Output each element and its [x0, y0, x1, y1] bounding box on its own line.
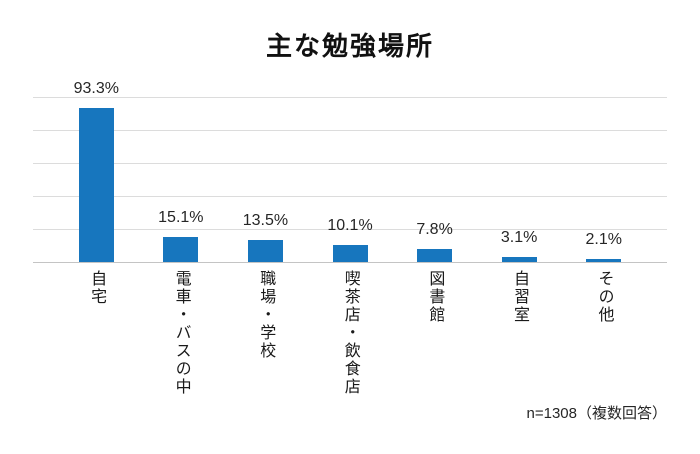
- gridline: [33, 97, 667, 98]
- value-label-3: 13.5%: [242, 212, 289, 229]
- sample-size-note: n=1308（複数回答）: [526, 405, 667, 422]
- gridline: [33, 130, 667, 131]
- bar-7: [586, 259, 622, 262]
- category-label-6: 自習室: [510, 270, 528, 324]
- value-label-7: 2.1%: [585, 231, 622, 248]
- x-axis-line: [33, 262, 667, 263]
- category-label-5: 図書館: [426, 270, 444, 324]
- value-label-2: 15.1%: [158, 209, 204, 226]
- category-label-7: その他: [595, 270, 613, 324]
- bar-2: [163, 237, 199, 262]
- category-label-3: 職場・学校: [257, 270, 275, 360]
- gridline: [33, 163, 667, 164]
- bar-1: [78, 108, 114, 262]
- bar-5: [417, 249, 453, 262]
- category-label-2: 電車・バスの中: [172, 270, 190, 396]
- bar-3: [247, 240, 283, 262]
- value-label-5: 7.8%: [416, 221, 453, 238]
- value-label-4: 10.1%: [327, 217, 373, 234]
- gridline: [33, 196, 667, 197]
- value-label-1: 93.3%: [73, 80, 119, 97]
- category-label-1: 自宅: [88, 270, 106, 306]
- chart-title: 主な勉強場所: [265, 31, 434, 61]
- gridline: [33, 229, 667, 230]
- bar-6: [501, 257, 537, 262]
- value-label-6: 3.1%: [500, 229, 538, 246]
- category-label-4: 喫茶店・飲食店: [341, 270, 359, 396]
- bar-4: [332, 245, 368, 262]
